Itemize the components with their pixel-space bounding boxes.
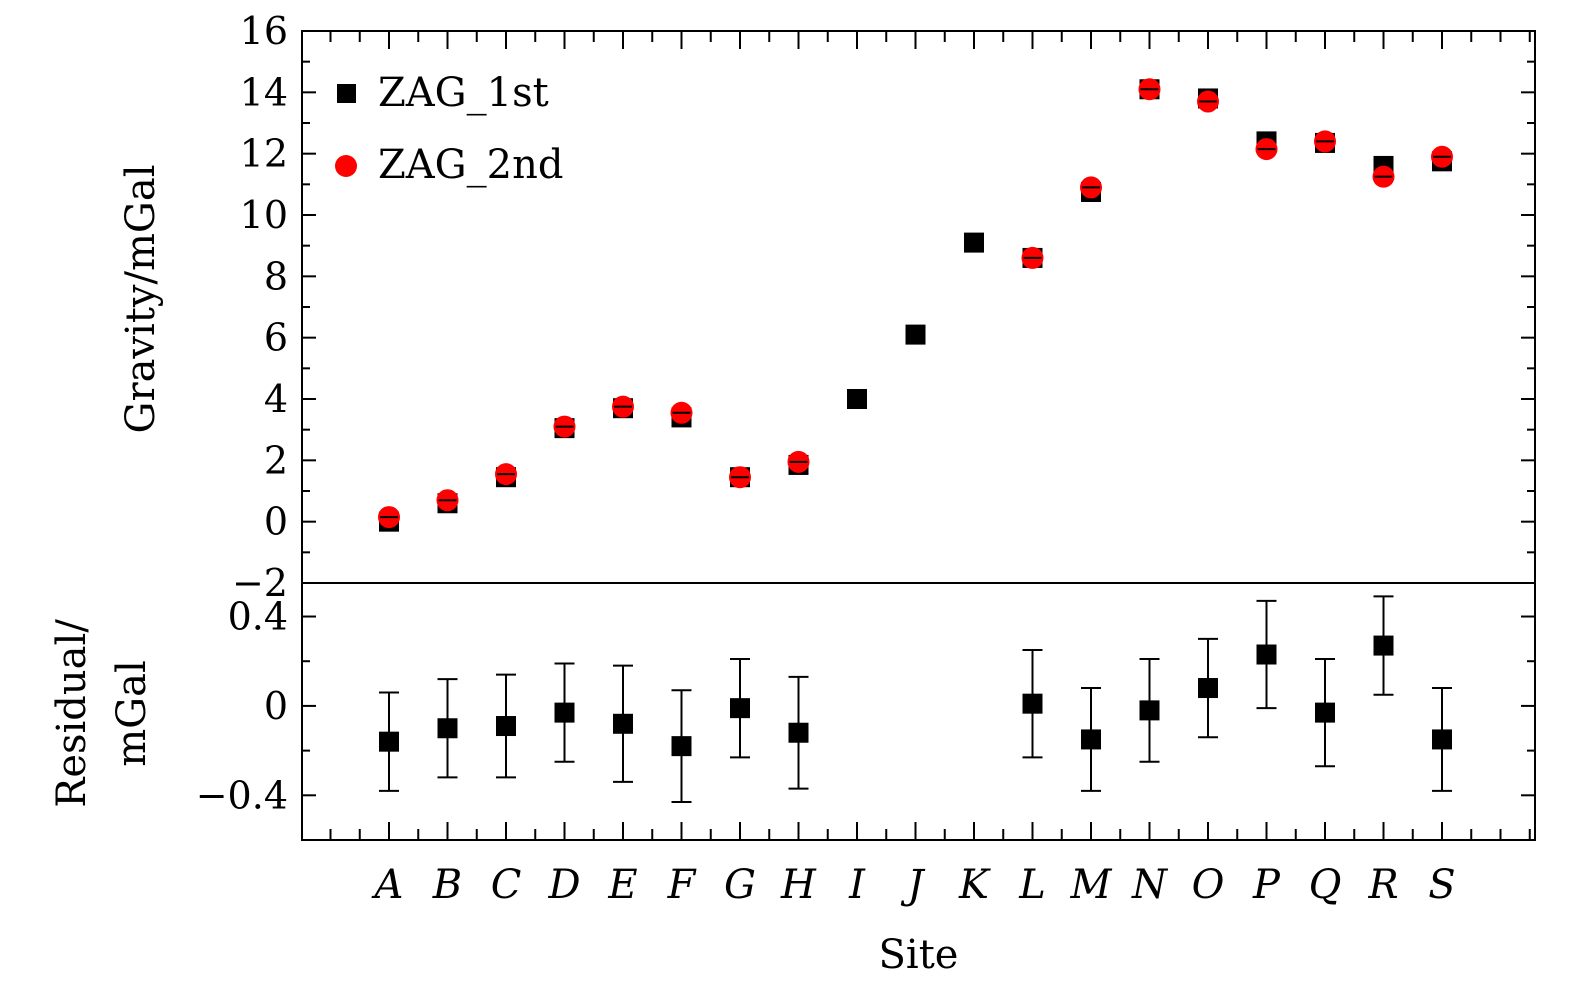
x-tick-label: R <box>1367 862 1398 908</box>
x-tick-label: Q <box>1309 862 1342 908</box>
gravity-y-tick-label: 4 <box>264 377 288 421</box>
gravity-y-tick-label: 14 <box>240 70 288 114</box>
x-tick-label: N <box>1131 862 1169 908</box>
residual-point <box>1139 700 1160 721</box>
residual-point <box>788 722 809 743</box>
residual-point <box>496 716 516 737</box>
x-tick-label: B <box>432 862 462 908</box>
residual-point <box>1256 644 1277 665</box>
x-tick-label: F <box>667 862 697 908</box>
residual-point <box>613 713 633 734</box>
gravity-y-tick-label: 10 <box>240 193 288 237</box>
residual-y-axis-title-line2: mGal <box>109 660 155 767</box>
residual-point <box>437 718 458 739</box>
x-tick-label: K <box>958 862 991 908</box>
residual-point <box>1022 693 1043 714</box>
x-tick-label: S <box>1428 862 1455 908</box>
x-tick-label: I <box>848 862 866 908</box>
legend-marker-zag-2nd <box>335 155 357 177</box>
residual-point <box>1081 729 1101 750</box>
legend-label-zag-2nd: ZAG_2nd <box>378 142 563 188</box>
gravity-y-tick-label: −2 <box>232 561 288 605</box>
x-axis-title: Site <box>879 932 959 978</box>
residual-point <box>730 698 750 719</box>
x-tick-label: A <box>371 862 404 908</box>
x-tick-label: J <box>900 862 925 908</box>
gravity-y-tick-label: 16 <box>240 9 288 53</box>
x-tick-label: L <box>1018 862 1046 908</box>
residual-y-tick-label: 0 <box>264 684 288 728</box>
x-tick-label: H <box>780 862 817 908</box>
gravity-y-tick-label: 2 <box>264 438 288 482</box>
x-tick-label: M <box>1070 862 1113 908</box>
x-axis: A B C D E F G H I J K L M N O P Q R S Site <box>329 31 1531 978</box>
x-tick-label: D <box>547 862 580 908</box>
zag-1st-point <box>905 324 926 345</box>
x-tick-label: C <box>491 862 522 908</box>
gravity-y-tick-label: 6 <box>264 316 288 360</box>
residual-point <box>554 702 575 723</box>
gravity-y-axis-title: Gravity/mGal <box>118 165 164 434</box>
x-tick-label: O <box>1192 862 1225 908</box>
residual-plot-frame <box>301 582 1536 841</box>
legend-label-zag-1st: ZAG_1st <box>378 70 549 116</box>
gravity-y-tick-label: 8 <box>264 254 288 298</box>
residual-point <box>1373 635 1394 656</box>
residual-point <box>671 736 692 757</box>
residual-point <box>1315 702 1335 723</box>
x-tick-label: E <box>607 862 637 908</box>
residual-y-tick-label: −0.4 <box>196 773 288 817</box>
residual-point <box>1432 729 1452 750</box>
zag-1st-point <box>964 232 984 253</box>
gravity-y-tick-label: 0 <box>264 500 288 544</box>
residual-y-tick-label: 0.4 <box>228 595 288 639</box>
legend-marker-zag-1st <box>337 84 356 103</box>
zag-1st-point <box>847 389 867 409</box>
residual-panel: −0.4 0 0.4 Residual/mGal <box>49 582 1536 841</box>
x-tick-label: G <box>724 862 756 908</box>
residual-point <box>1198 678 1218 699</box>
x-tick-label: P <box>1252 862 1281 908</box>
gravity-panel: −2 0 2 4 6 8 10 12 14 16 Gravity/mGal <box>118 9 1536 605</box>
gravity-y-tick-label: 12 <box>240 132 288 176</box>
residual-point <box>379 731 399 752</box>
legend: ZAG_1st ZAG_2nd <box>335 70 563 188</box>
residual-y-axis-title-line1: Residual/ <box>49 619 95 808</box>
